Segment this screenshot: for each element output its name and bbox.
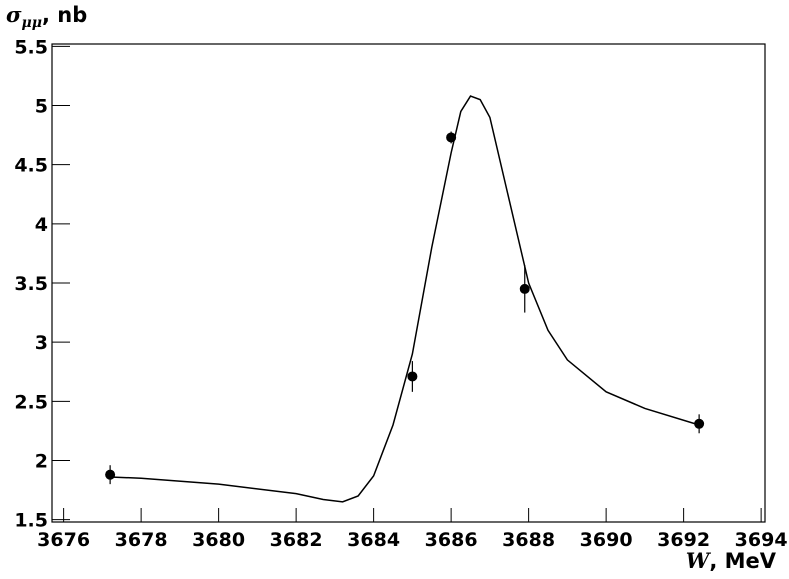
x-label-unit: , MeV [709, 549, 776, 573]
y-label-symbol: σ [6, 2, 22, 27]
plot-frame [51, 43, 766, 523]
data-point [105, 469, 116, 480]
data-point [407, 371, 418, 382]
x-tick-label: 3694 [735, 529, 788, 551]
data-point [694, 418, 705, 429]
x-tick-label: 3682 [270, 529, 323, 551]
y-axis-label: σμμ, nb [6, 2, 87, 31]
y-tick-label: 2.5 [14, 391, 48, 413]
y-tick-label: 5 [35, 96, 48, 118]
x-tick-label: 3690 [580, 529, 633, 551]
y-label-unit: , nb [42, 3, 87, 27]
y-tick-label: 3 [35, 332, 48, 354]
y-tick-label: 4.5 [14, 155, 48, 177]
x-label-symbol: W [686, 548, 712, 573]
y-tick-label: 5.5 [14, 36, 48, 58]
x-tick-label: 3688 [502, 529, 555, 551]
x-tick-label: 3680 [192, 529, 245, 551]
y-tick-label: 1.5 [14, 510, 48, 532]
fit-curve [110, 95, 700, 503]
y-label-subscript: μμ [21, 15, 42, 31]
x-tick-label: 3686 [425, 529, 478, 551]
x-tick-label: 3676 [37, 529, 90, 551]
y-tick-label: 4 [35, 214, 48, 236]
x-axis-label: W, MeV [686, 548, 777, 573]
x-tick-label: 3684 [347, 529, 400, 551]
y-tick-label: 2 [35, 450, 48, 472]
data-point [519, 283, 530, 294]
y-tick-label: 3.5 [14, 273, 48, 295]
x-tick-label: 3678 [115, 529, 168, 551]
x-tick-label: 3692 [657, 529, 710, 551]
